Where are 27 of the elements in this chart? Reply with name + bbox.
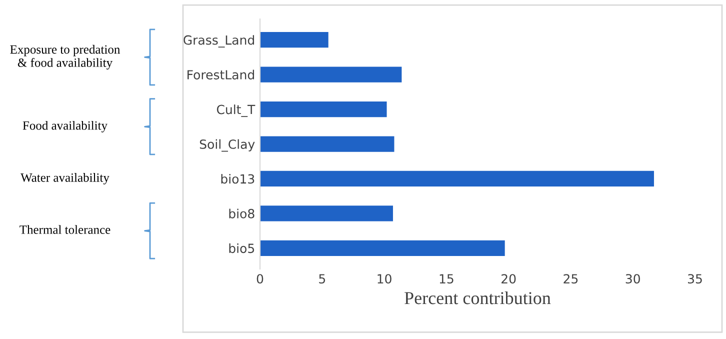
text: Exposure to predation & food availability	[10, 44, 120, 70]
x-tick-label: 5	[319, 274, 326, 284]
x-tick-label: 35	[688, 274, 702, 284]
bar	[260, 170, 654, 187]
x-tick-label: 20	[502, 274, 516, 284]
y-tick-label: bio8	[229, 208, 254, 218]
y-tick-label: Soil_Clay	[200, 139, 255, 152]
x-tick-label: 15	[440, 274, 454, 284]
x-tick-label: 10	[378, 274, 392, 284]
bar	[260, 240, 505, 256]
y-tick-label: bio5	[229, 243, 254, 254]
text: Water availability	[20, 173, 110, 184]
y-tick-label: Cult_T	[216, 104, 256, 117]
x-tick-label: 0	[256, 274, 264, 284]
text: Thermal tolerance	[20, 225, 110, 234]
y-tick-label: ForestLand	[188, 70, 254, 80]
bar	[260, 136, 394, 152]
bar	[260, 32, 328, 48]
bar	[260, 66, 402, 82]
bar	[260, 101, 387, 118]
x-axis-title: Percent contribution	[404, 292, 551, 304]
x-tick-label: 30	[626, 274, 640, 284]
bar	[260, 206, 393, 222]
x-tick-label: 25	[564, 274, 578, 284]
y-tick-label: Grass_Land	[184, 35, 254, 48]
text: Food availability	[22, 120, 108, 132]
y-tick-label: bio13	[221, 174, 254, 184]
